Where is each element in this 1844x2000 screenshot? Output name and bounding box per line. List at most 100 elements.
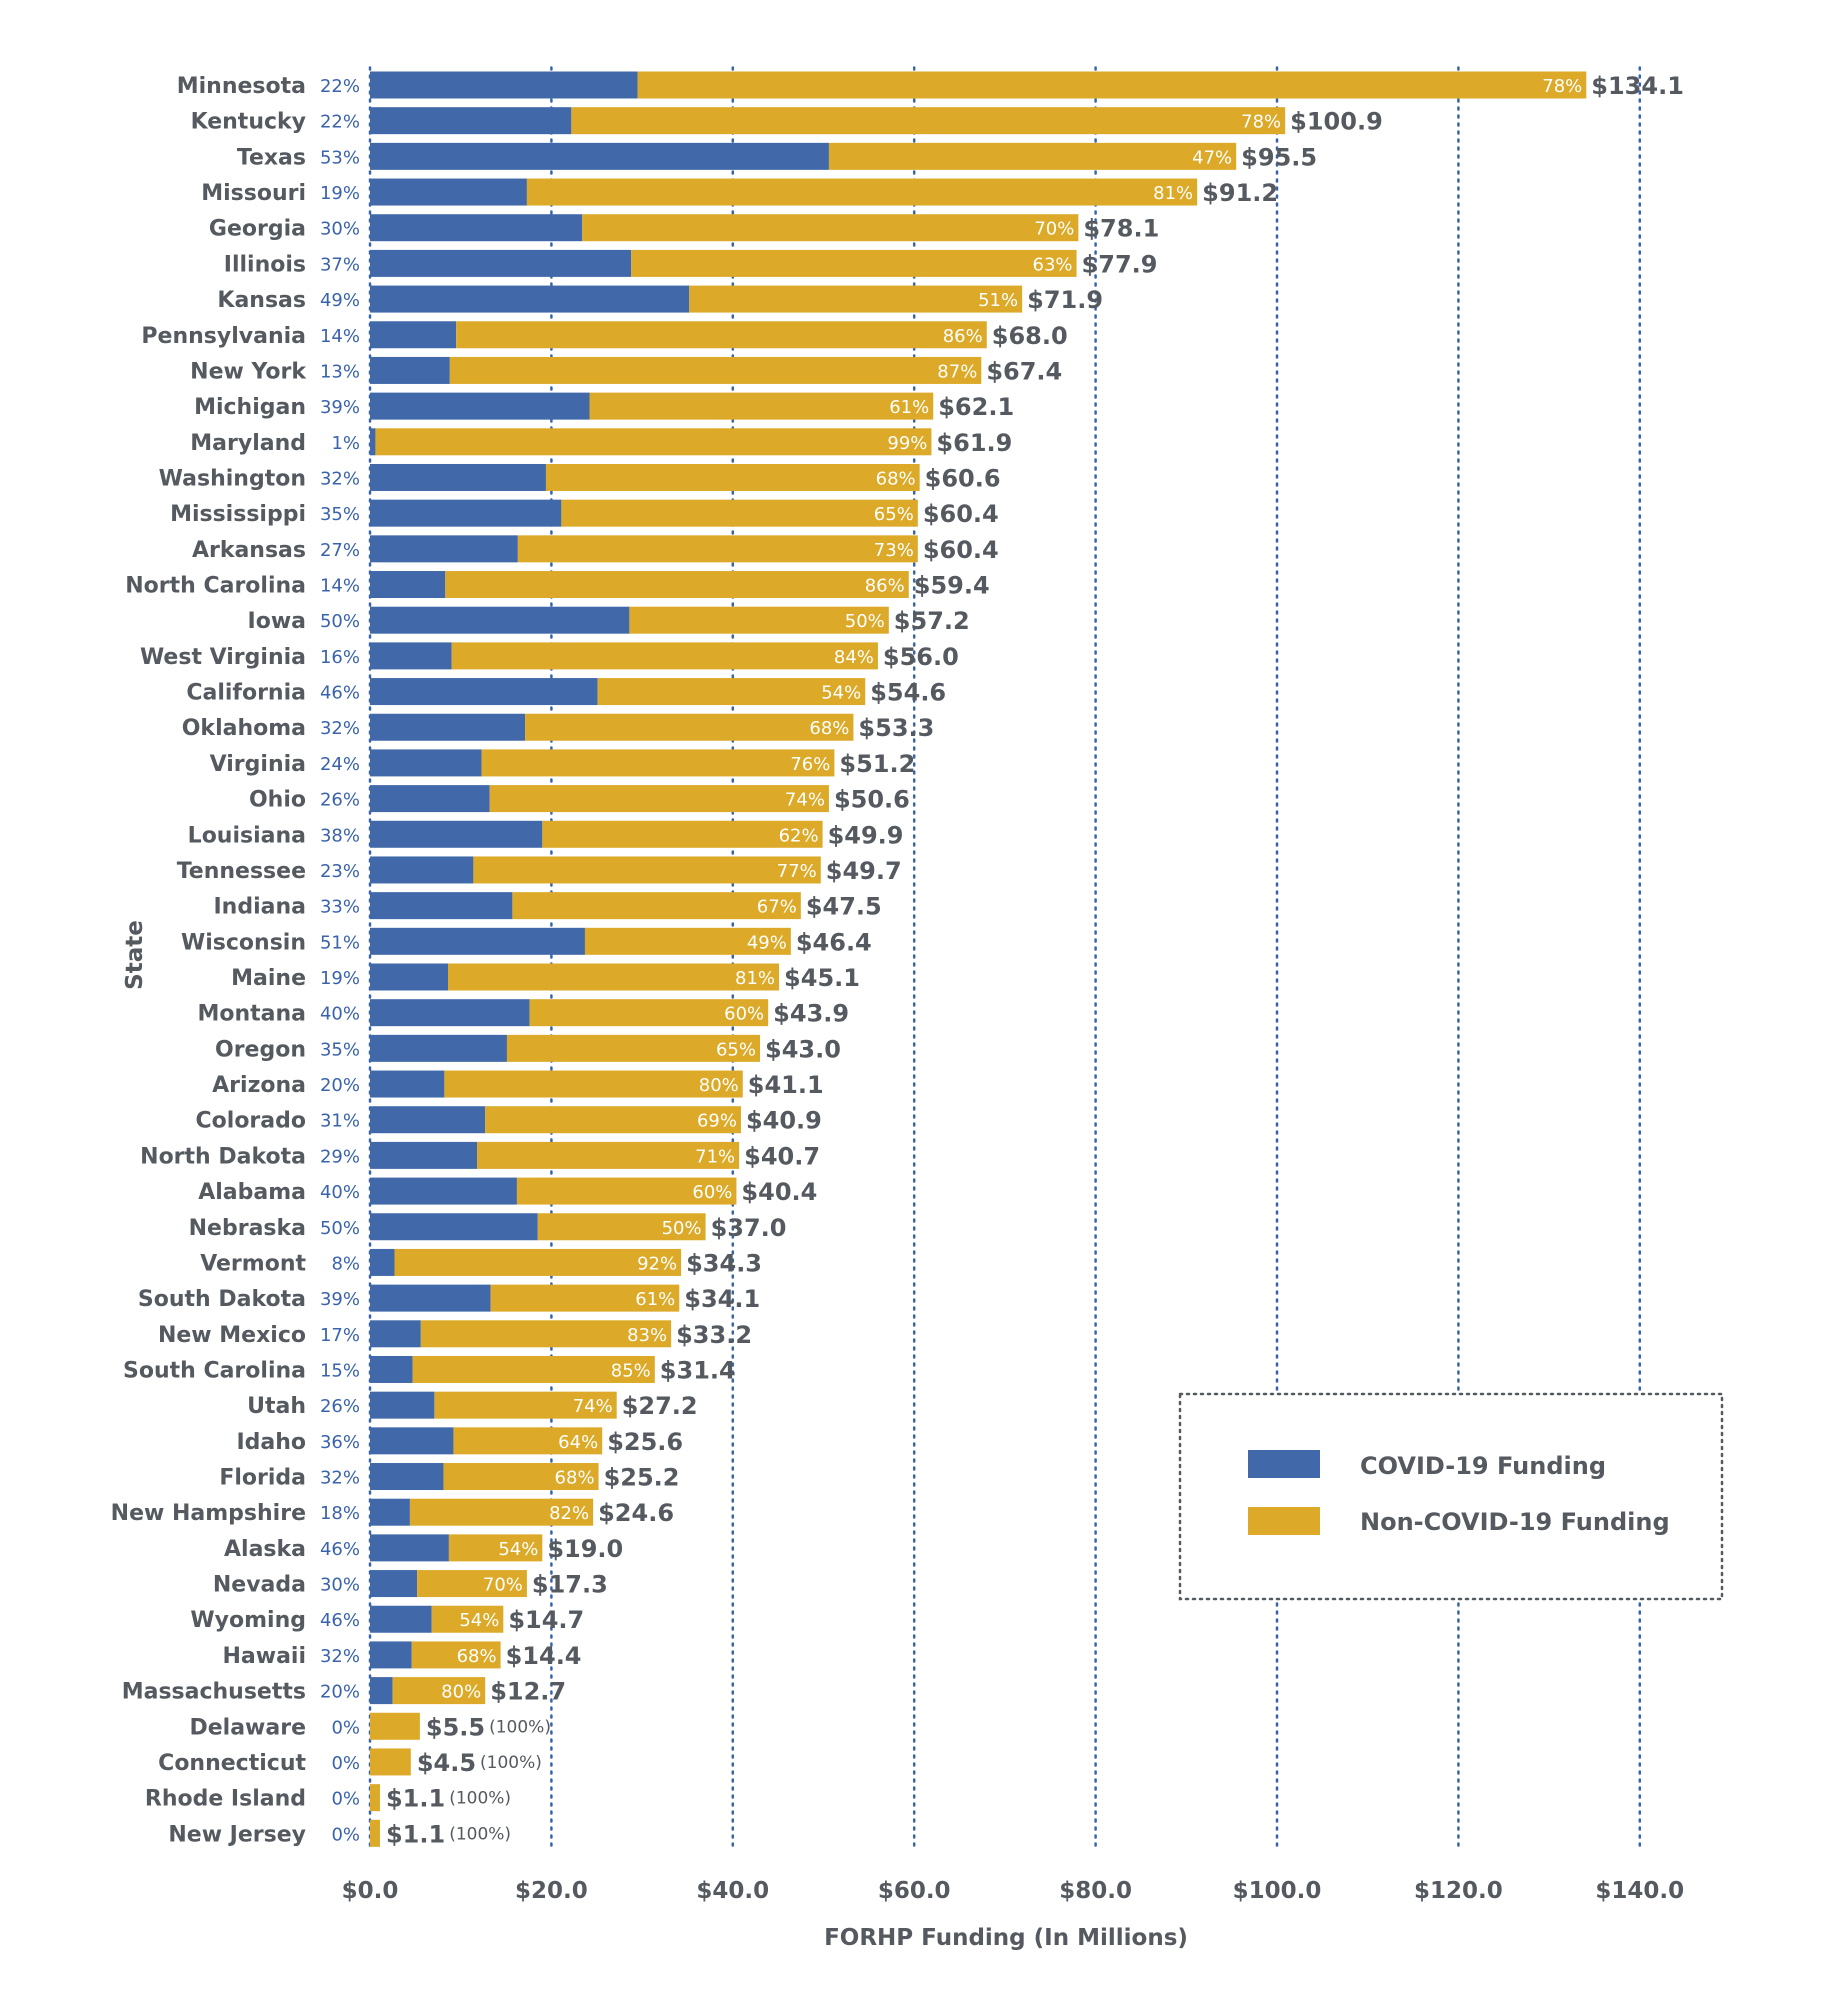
bar-covid [370, 1355, 413, 1383]
x-tick-label: $60.0 [878, 1878, 951, 1904]
bar-non-covid [370, 1712, 420, 1740]
state-label: Texas [237, 145, 306, 170]
bar-row [370, 892, 801, 920]
bar-row [370, 1177, 737, 1205]
bar-covid [370, 1106, 486, 1134]
total-label: $134.1 [1591, 72, 1684, 100]
bar-covid [370, 749, 482, 777]
x-tick-label: $100.0 [1233, 1878, 1322, 1904]
state-label: Colorado [196, 1109, 306, 1134]
total-label: $51.2 [839, 750, 915, 778]
bar-row [370, 1534, 543, 1562]
non-covid-pct-label: 81% [1153, 183, 1193, 204]
bar-non-covid [370, 1819, 380, 1847]
state-label: Tennessee [177, 859, 306, 884]
bar-covid [370, 1177, 517, 1205]
covid-pct-label: 14% [320, 576, 360, 597]
bar-row [370, 713, 854, 741]
covid-pct-label: 32% [320, 718, 360, 739]
covid-pct-label: 32% [320, 1468, 360, 1489]
non-covid-pct-label: 92% [637, 1253, 677, 1274]
bar-row [370, 1391, 617, 1419]
bar-row [370, 1355, 655, 1383]
non-covid-pct-label: (100%) [480, 1753, 542, 1773]
bar-covid [370, 820, 543, 848]
state-label: Louisiana [188, 823, 306, 848]
state-label: California [186, 681, 306, 706]
covid-pct-label: 1% [331, 433, 360, 454]
bar-covid [370, 71, 638, 99]
covid-pct-label: 50% [320, 611, 360, 632]
covid-pct-label: 29% [320, 1146, 360, 1167]
bar-covid [370, 107, 572, 135]
bar-non-covid [394, 1248, 682, 1276]
bar-non-covid [525, 713, 854, 741]
total-label: $60.4 [923, 500, 999, 528]
bar-row [370, 1284, 680, 1312]
total-label: $49.9 [828, 821, 904, 849]
non-covid-pct-label: 49% [747, 932, 787, 953]
total-label: $19.0 [547, 1535, 623, 1563]
non-covid-pct-label: 62% [779, 825, 819, 846]
total-label: $34.1 [684, 1285, 760, 1313]
total-label: $4.5 [417, 1749, 476, 1777]
bar-covid [370, 285, 690, 313]
bar-row [370, 1106, 741, 1134]
bar-non-covid [512, 892, 801, 920]
non-covid-pct-label: 61% [635, 1289, 675, 1310]
total-label: $33.2 [676, 1321, 752, 1349]
total-label: $43.0 [765, 1035, 841, 1063]
bar-covid [370, 1498, 410, 1526]
non-covid-pct-label: 65% [874, 504, 914, 525]
total-label: $78.1 [1083, 215, 1159, 243]
bar-covid [370, 1320, 421, 1348]
state-label: Arizona [212, 1073, 306, 1098]
bar-row [370, 1213, 706, 1241]
state-label: South Carolina [123, 1358, 306, 1383]
bar-non-covid [545, 463, 920, 491]
total-label: $40.7 [744, 1142, 820, 1170]
state-label: Oregon [215, 1037, 306, 1062]
bar-non-covid [431, 1605, 504, 1633]
covid-pct-label: 30% [320, 1575, 360, 1596]
state-label: Wisconsin [181, 930, 306, 955]
bar-row [370, 1784, 380, 1812]
total-label: $1.1 [386, 1820, 445, 1848]
non-covid-pct-label: 54% [821, 683, 861, 704]
bar-non-covid [526, 178, 1198, 206]
bar-covid [370, 1213, 538, 1241]
x-tick-label: $20.0 [515, 1878, 588, 1904]
state-label: Wyoming [190, 1608, 306, 1633]
bar-covid [370, 428, 376, 456]
non-covid-pct-label: 74% [573, 1396, 613, 1417]
bar-non-covid [584, 927, 791, 955]
state-label: Maryland [190, 431, 306, 456]
non-covid-pct-label: 80% [441, 1682, 481, 1703]
bar-non-covid [453, 1427, 603, 1455]
bar-row [370, 249, 1077, 277]
covid-pct-label: 23% [320, 861, 360, 882]
bar-non-covid [537, 1213, 706, 1241]
bar-row [370, 1034, 761, 1062]
legend-swatch-non-covid [1248, 1507, 1320, 1535]
non-covid-pct-label: 50% [662, 1218, 702, 1239]
bar-non-covid [597, 678, 866, 706]
covid-pct-label: 36% [320, 1432, 360, 1453]
covid-pct-label: 32% [320, 1646, 360, 1667]
non-covid-pct-label: 47% [1192, 147, 1232, 168]
bar-non-covid [589, 392, 934, 420]
bar-covid [370, 571, 446, 599]
non-covid-pct-label: 77% [777, 861, 817, 882]
state-label: South Dakota [138, 1287, 306, 1312]
bar-row [370, 356, 982, 384]
covid-pct-label: 26% [320, 1396, 360, 1417]
non-covid-pct-label: 86% [943, 326, 983, 347]
state-label: New York [190, 359, 307, 384]
state-label: Montana [197, 1002, 306, 1027]
bar-row [370, 1320, 672, 1348]
bar-covid [370, 1570, 418, 1598]
total-label: $59.4 [914, 572, 990, 600]
covid-pct-label: 27% [320, 540, 360, 561]
state-label: Hawaii [222, 1644, 306, 1669]
bar-non-covid [828, 142, 1237, 170]
